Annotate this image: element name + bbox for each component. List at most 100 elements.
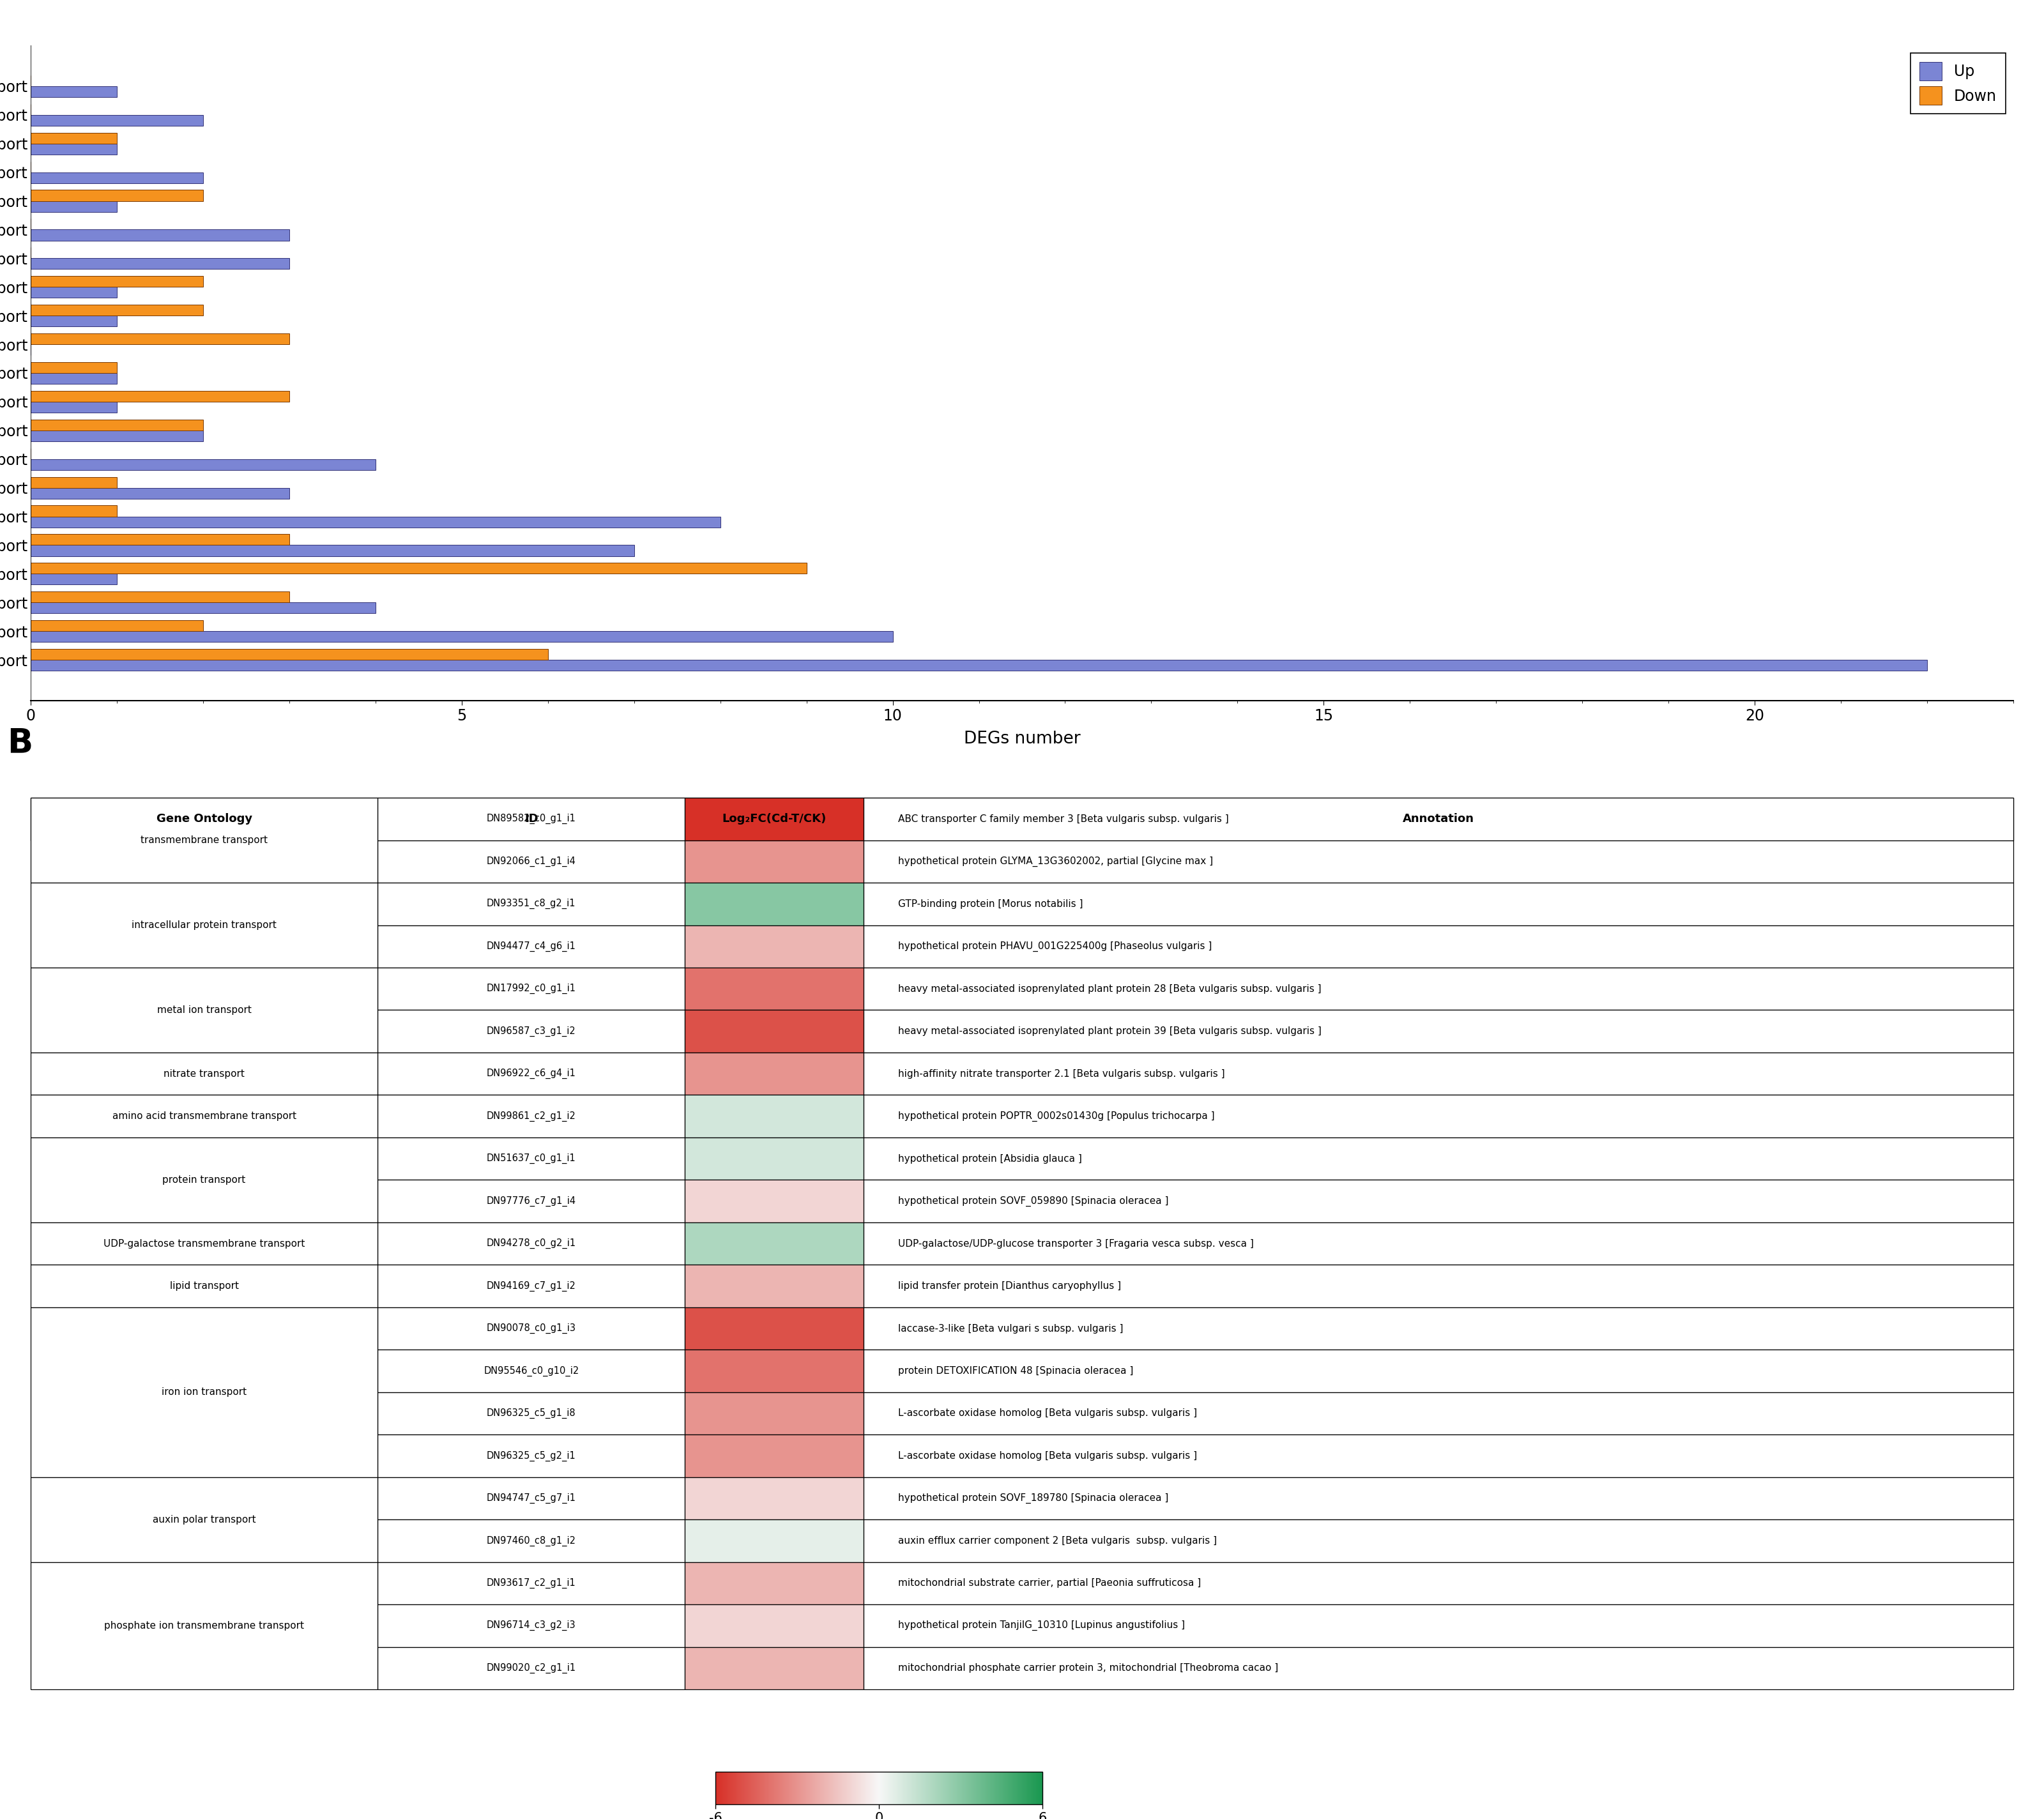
Bar	[31, 85, 117, 96]
Bar	[31, 391, 290, 402]
Bar	[378, 1010, 685, 1053]
Text: phosphate ion transmembrane transport: phosphate ion transmembrane transport	[104, 1621, 305, 1630]
Text: DN94477_c4_g6_i1: DN94477_c4_g6_i1	[486, 940, 576, 951]
Bar	[685, 1563, 863, 1604]
Bar	[378, 882, 685, 926]
Text: DN95546_c0_g10_i2: DN95546_c0_g10_i2	[484, 1366, 578, 1377]
Text: heavy metal-associated isoprenylated plant protein 39 [Beta vulgaris subsp. vulg: heavy metal-associated isoprenylated pla…	[897, 1026, 1320, 1037]
Bar	[863, 1053, 2013, 1095]
Text: DN99020_c2_g1_i1: DN99020_c2_g1_i1	[486, 1663, 576, 1673]
Bar	[378, 1095, 685, 1137]
Bar	[31, 373, 117, 384]
Text: heavy metal-associated isoprenylated plant protein 28 [Beta vulgaris subsp. vulg: heavy metal-associated isoprenylated pla…	[897, 984, 1320, 993]
Bar	[685, 968, 863, 1010]
Bar	[31, 602, 376, 613]
Text: DN89582_c0_g1_i1: DN89582_c0_g1_i1	[486, 813, 576, 824]
Bar	[31, 287, 117, 298]
Bar	[31, 1053, 378, 1095]
Bar	[31, 649, 548, 660]
Bar	[31, 620, 202, 631]
Bar	[31, 1137, 378, 1222]
Bar	[31, 546, 634, 557]
Bar	[31, 660, 1927, 671]
Bar	[863, 1181, 2013, 1222]
Bar	[31, 968, 378, 1053]
Bar	[31, 144, 117, 155]
Bar	[863, 1350, 2013, 1392]
Bar	[31, 276, 202, 287]
Bar	[685, 799, 863, 840]
Text: DN93351_c8_g2_i1: DN93351_c8_g2_i1	[486, 899, 576, 910]
Bar	[685, 1519, 863, 1563]
Bar	[31, 882, 378, 968]
Bar	[863, 968, 2013, 1010]
Bar	[863, 1392, 2013, 1435]
Bar	[863, 1563, 2013, 1604]
X-axis label: DEGs number: DEGs number	[963, 731, 1081, 748]
Bar	[31, 1264, 378, 1308]
Bar	[863, 1264, 2013, 1308]
Text: metal ion transport: metal ion transport	[157, 1006, 251, 1015]
Text: hypothetical protein [Absidia glauca ]: hypothetical protein [Absidia glauca ]	[897, 1153, 1081, 1164]
Bar	[685, 1435, 863, 1477]
Text: L-ascorbate oxidase homolog [Beta vulgaris subsp. vulgaris ]: L-ascorbate oxidase homolog [Beta vulgar…	[897, 1408, 1198, 1419]
Bar	[685, 882, 863, 926]
Text: amino acid transmembrane transport: amino acid transmembrane transport	[112, 1111, 296, 1121]
Bar	[31, 1563, 378, 1690]
Bar	[378, 1137, 685, 1181]
Bar	[31, 173, 202, 184]
Bar	[378, 926, 685, 968]
Text: GTP-binding protein [Morus notabilis ]: GTP-binding protein [Morus notabilis ]	[897, 899, 1083, 910]
Text: auxin efflux carrier component 2 [Beta vulgaris  subsp. vulgaris ]: auxin efflux carrier component 2 [Beta v…	[897, 1535, 1216, 1546]
Bar	[863, 840, 2013, 882]
Text: hypothetical protein SOVF_189780 [Spinacia oleracea ]: hypothetical protein SOVF_189780 [Spinac…	[897, 1493, 1169, 1504]
Bar	[31, 306, 202, 317]
Text: hypothetical protein TanjilG_10310 [Lupinus angustifolius ]: hypothetical protein TanjilG_10310 [Lupi…	[897, 1621, 1186, 1632]
Bar	[31, 477, 117, 487]
Bar	[378, 1646, 685, 1690]
Text: nitrate transport: nitrate transport	[164, 1070, 245, 1079]
Text: L-ascorbate oxidase homolog [Beta vulgaris subsp. vulgaris ]: L-ascorbate oxidase homolog [Beta vulgar…	[897, 1452, 1198, 1461]
Text: protein transport: protein transport	[164, 1175, 245, 1184]
Bar	[378, 1435, 685, 1477]
Text: DN94747_c5_g7_i1: DN94747_c5_g7_i1	[486, 1493, 576, 1504]
Text: mitochondrial substrate carrier, partial [Paeonia suffruticosa ]: mitochondrial substrate carrier, partial…	[897, 1579, 1200, 1588]
Bar	[31, 1222, 378, 1264]
Bar	[31, 258, 290, 269]
Text: DN96922_c6_g4_i1: DN96922_c6_g4_i1	[486, 1068, 576, 1079]
Bar	[685, 1137, 863, 1181]
Bar	[863, 1137, 2013, 1181]
Bar	[31, 333, 290, 344]
Bar	[31, 115, 202, 126]
Bar	[685, 1053, 863, 1095]
Bar	[685, 1477, 863, 1519]
Bar	[685, 799, 863, 840]
Bar	[685, 1095, 863, 1137]
Bar	[378, 968, 685, 1010]
Bar	[378, 1519, 685, 1563]
Bar	[685, 1222, 863, 1264]
Text: DN99861_c2_g1_i2: DN99861_c2_g1_i2	[486, 1111, 576, 1121]
Text: B: B	[6, 728, 33, 760]
Bar	[31, 535, 290, 546]
Bar	[31, 317, 117, 327]
Text: DN94278_c0_g2_i1: DN94278_c0_g2_i1	[486, 1239, 576, 1250]
Bar	[685, 1010, 863, 1053]
Bar	[863, 1604, 2013, 1646]
Bar	[31, 431, 202, 442]
Bar	[31, 631, 893, 642]
Bar	[685, 1264, 863, 1308]
Text: iron ion transport: iron ion transport	[161, 1388, 247, 1397]
Bar	[31, 420, 202, 431]
Text: lipid transport: lipid transport	[170, 1281, 239, 1291]
Text: hypothetical protein SOVF_059890 [Spinacia oleracea ]: hypothetical protein SOVF_059890 [Spinac…	[897, 1195, 1169, 1206]
Text: hypothetical protein PHAVU_001G225400g [Phaseolus vulgaris ]: hypothetical protein PHAVU_001G225400g […	[897, 940, 1212, 951]
Text: hypothetical protein GLYMA_13G3602002, partial [Glycine max ]: hypothetical protein GLYMA_13G3602002, p…	[897, 857, 1212, 866]
Bar	[378, 1264, 685, 1308]
Text: DN96587_c3_g1_i2: DN96587_c3_g1_i2	[486, 1026, 576, 1037]
Text: laccase-3-like [Beta vulgari s subsp. vulgaris ]: laccase-3-like [Beta vulgari s subsp. vu…	[897, 1324, 1122, 1333]
Text: lipid transfer protein [Dianthus caryophyllus ]: lipid transfer protein [Dianthus caryoph…	[897, 1281, 1120, 1291]
Bar	[378, 1477, 685, 1519]
Text: DN96325_c5_g1_i8: DN96325_c5_g1_i8	[486, 1408, 576, 1419]
Bar	[685, 1308, 863, 1350]
